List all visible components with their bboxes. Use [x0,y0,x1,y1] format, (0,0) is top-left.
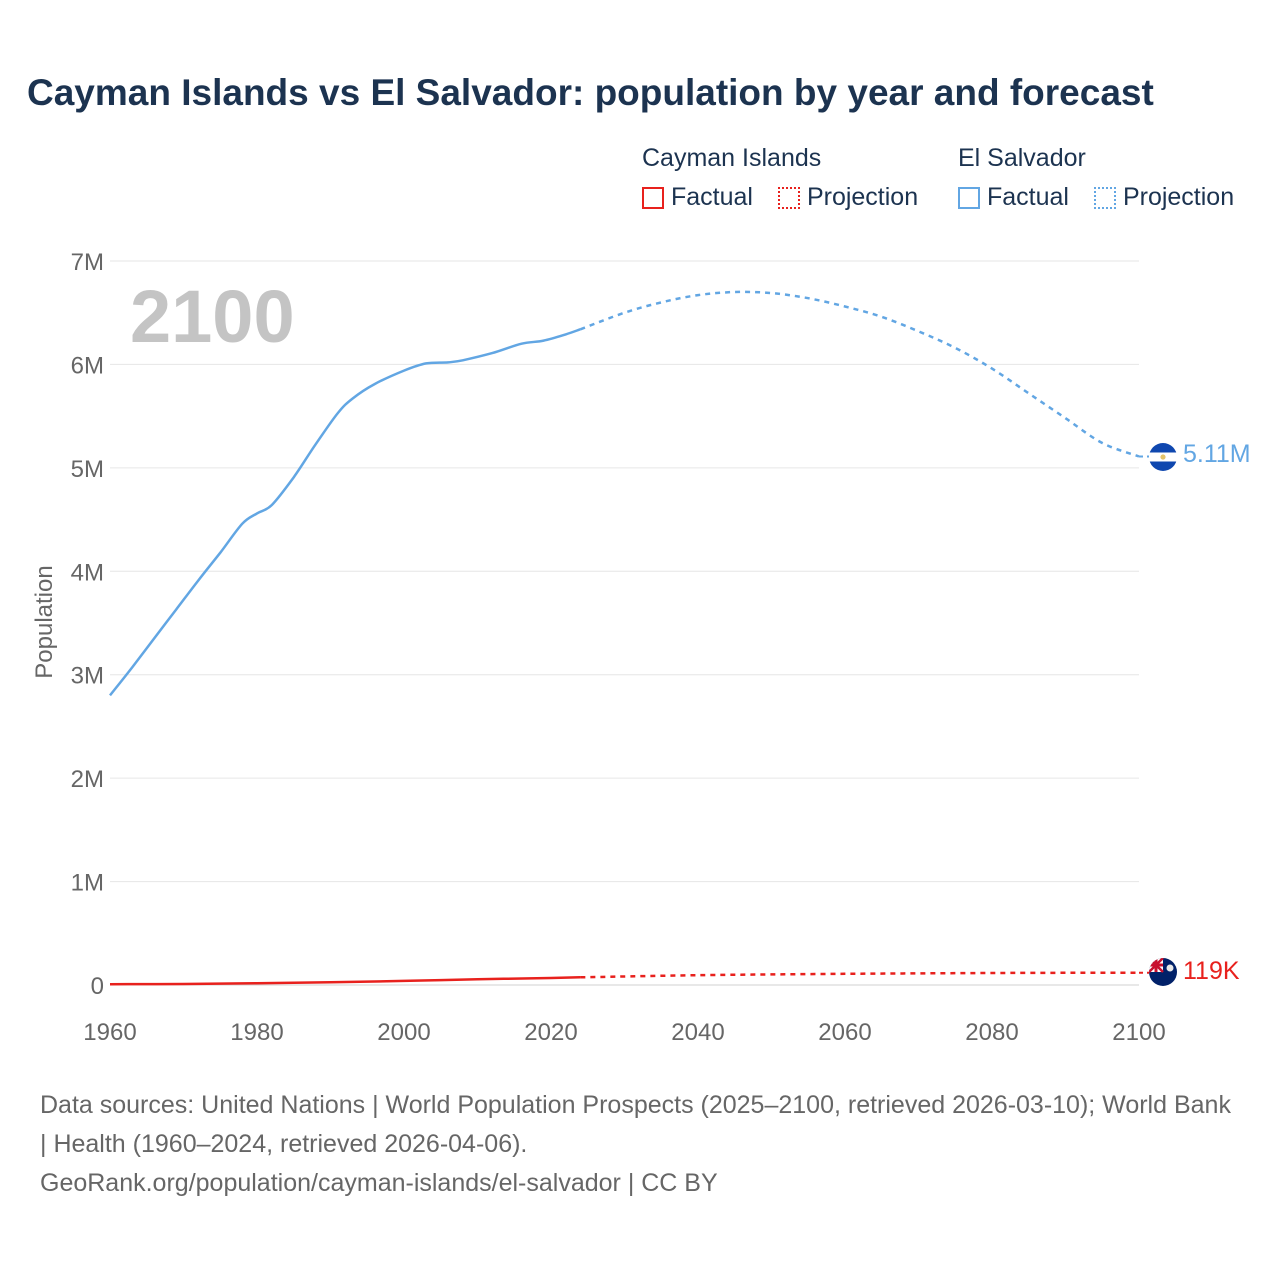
legend-label: Projection [1122,183,1235,211]
legend-label: Factual [671,183,753,211]
legend-label: Projection [806,183,919,211]
legend-label: Factual [987,183,1069,211]
x-tick-label: 1980 [230,1019,283,1046]
el-salvador-end-label: 5.11M [1183,440,1251,468]
legend-item-el-salvador-factual[interactable]: Factual [958,183,1069,212]
y-tick-label: 5M [71,456,104,483]
el-salvador-projection-line [579,290,1140,458]
cayman-islands-flag-icon [1149,958,1177,986]
x-tick-label: 1960 [83,1019,136,1046]
legend-swatch-dotted [1093,186,1116,209]
sources-line-1: Data sources: United Nations | World Pop… [40,1091,1231,1158]
y-tick-label: 3M [71,663,104,690]
y-tick-label: 1M [71,870,104,897]
legend-swatch-solid [642,186,664,209]
x-tick-label: 2100 [1112,1019,1165,1046]
x-tick-label: 2000 [377,1019,430,1046]
y-tick-label: 4M [71,559,104,586]
sources-line-2: GeoRank.org/population/cayman-islands/el… [40,1169,718,1197]
legend-group-cayman: Cayman Islands Factual Projection [642,144,936,216]
el-salvador-flag-icon [1149,443,1177,471]
data-sources: Data sources: United Nations | World Pop… [40,1086,1240,1203]
y-axis-label: Population [31,565,58,678]
year-watermark: 2100 [130,275,295,358]
legend-item-el-salvador-projection[interactable]: Projection [1093,183,1235,212]
chart-title: Cayman Islands vs El Salvador: populatio… [27,72,1154,113]
legend-swatch-solid [958,186,980,209]
cayman-islands-projection-line [580,971,1140,979]
population-chart: 2100 0 1M 2M 3M 4M 5M 6M 7M 1960 1980 2000 2020 204… [31,249,1251,1046]
el-salvador-factual-line [109,328,581,697]
cayman-islands-factual-line [109,976,581,986]
legend-item-cayman-projection[interactable]: Projection [777,183,919,212]
y-tick-label: 0 [91,973,104,1000]
cayman-end-label: 119K [1183,957,1240,985]
legend-group-name: El Salvador [958,144,1086,172]
y-tick-label: 6M [71,352,104,379]
x-tick-label: 2060 [818,1019,871,1046]
y-tick-label: 7M [71,249,104,276]
legend-group-name: Cayman Islands [642,144,822,172]
legend-item-cayman-factual[interactable]: Factual [642,183,753,212]
x-tick-label: 2020 [524,1019,577,1046]
legend-group-el-salvador: El Salvador Factual Projection [958,144,1252,216]
y-tick-label: 2M [71,766,104,793]
legend-swatch-dotted [777,186,800,209]
x-tick-label: 2040 [671,1019,724,1046]
x-tick-label: 2080 [965,1019,1018,1046]
